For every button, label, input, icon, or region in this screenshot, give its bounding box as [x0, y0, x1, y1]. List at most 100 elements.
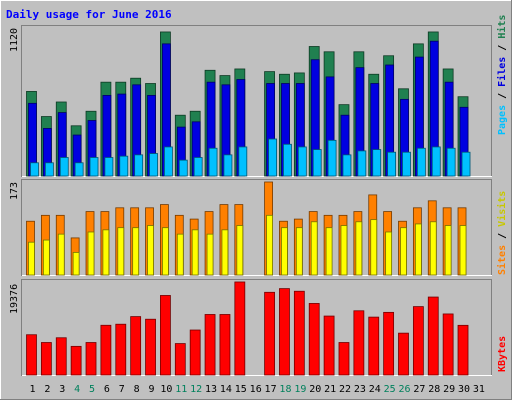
bar-sites-day-22: [340, 225, 348, 276]
bar-kbytes-day-14: [219, 314, 231, 376]
bar-kbytes-day-8: [130, 316, 142, 376]
bar-kbytes-day-27: [412, 306, 424, 376]
bar-pages-day-26: [402, 151, 411, 177]
day-label-6: 6: [104, 384, 110, 395]
legend-hits-files-pages: Pages / Files / Hits: [496, 15, 508, 135]
bar-pages-day-19: [297, 146, 307, 177]
bar-kbytes-day-6: [100, 324, 112, 376]
bar-sites-day-15: [236, 225, 244, 276]
day-label-15: 15: [235, 384, 247, 395]
bar-sites-day-12: [191, 229, 199, 276]
legend-sep-2: /: [497, 39, 508, 57]
day-label-16: 16: [250, 384, 262, 395]
bar-pages-day-25: [387, 151, 397, 177]
bar-kbytes-day-4: [70, 345, 82, 376]
bar-sites-day-7: [117, 227, 125, 276]
day-label-31: 31: [473, 384, 485, 395]
bar-pages-day-11: [178, 159, 188, 177]
day-label-17: 17: [265, 384, 277, 395]
bar-pages-day-10: [164, 146, 173, 177]
day-label-9: 9: [149, 384, 155, 395]
bar-kbytes-day-18: [279, 288, 290, 376]
legend-pages: Pages: [497, 105, 508, 135]
bar-sites-day-10: [162, 227, 169, 276]
bar-sites-day-20: [310, 221, 318, 276]
bar-kbytes-day-15: [234, 281, 246, 376]
bar-pages-day-1: [30, 162, 39, 177]
day-label-25: 25: [384, 384, 396, 395]
panel-frames: [21, 25, 492, 376]
bar-kbytes-day-11: [174, 343, 186, 376]
day-label-23: 23: [354, 384, 366, 395]
legend-hits: Hits: [496, 15, 508, 39]
bar-pages-day-27: [416, 147, 426, 177]
bar-pages-day-14: [223, 154, 233, 177]
bar-kbytes-day-12: [189, 329, 201, 376]
bar-sites-day-14: [221, 229, 229, 276]
day-label-29: 29: [443, 384, 455, 395]
bar-sites-day-24: [370, 219, 378, 276]
bar-pages-day-17: [268, 138, 277, 177]
bar-pages-day-4: [74, 162, 84, 177]
bar-pages-day-28: [431, 146, 441, 177]
bar-kbytes-day-17: [264, 291, 275, 376]
bar-sites-day-21: [325, 227, 333, 276]
day-label-5: 5: [89, 384, 95, 395]
legend-sites-visits: Sites / Visits: [496, 191, 508, 275]
legend-sep-3: /: [497, 227, 508, 245]
day-label-13: 13: [205, 384, 217, 395]
bar-pages-day-8: [134, 154, 144, 177]
bars-layer: [26, 31, 471, 376]
bar-kbytes-day-29: [442, 313, 454, 376]
bar-pages-day-21: [327, 139, 337, 177]
bar-pages-day-23: [357, 150, 367, 177]
day-label-8: 8: [134, 384, 140, 395]
bar-kbytes-day-28: [427, 296, 439, 376]
bar-kbytes-day-10: [160, 295, 171, 376]
bar-pages-day-15: [238, 146, 248, 177]
bar-kbytes-day-20: [308, 303, 320, 376]
bar-kbytes-day-25: [383, 311, 395, 376]
day-label-10: 10: [160, 384, 172, 395]
bar-pages-day-18: [283, 143, 292, 177]
bar-pages-day-5: [89, 157, 99, 177]
bar-kbytes-day-30: [457, 324, 469, 376]
day-label-27: 27: [413, 384, 425, 395]
day-label-26: 26: [398, 384, 410, 395]
kbytes-max-label: 19376: [9, 284, 20, 314]
day-label-4: 4: [74, 384, 80, 395]
bar-kbytes-day-24: [368, 316, 380, 376]
bar-sites-day-19: [295, 227, 303, 276]
bar-sites-day-13: [206, 233, 214, 276]
bar-sites-day-6: [102, 229, 110, 276]
day-label-7: 7: [119, 384, 125, 395]
bar-sites-day-27: [414, 223, 422, 276]
day-label-14: 14: [220, 384, 232, 395]
day-label-12: 12: [190, 384, 202, 395]
day-label-11: 11: [175, 384, 187, 395]
bar-pages-day-12: [193, 157, 203, 177]
legend-sep-1: /: [497, 87, 508, 105]
bar-pages-day-20: [312, 149, 322, 177]
bar-sites-day-4: [72, 252, 80, 276]
bar-sites-day-3: [57, 233, 65, 276]
bar-sites-day-18: [281, 227, 288, 276]
bar-sites-day-30: [459, 225, 467, 276]
day-label-21: 21: [324, 384, 336, 395]
bar-kbytes-day-9: [145, 318, 156, 376]
bar-pages-day-9: [149, 153, 158, 177]
day-label-1: 1: [29, 384, 35, 395]
day-label-2: 2: [44, 384, 50, 395]
bar-pages-day-6: [104, 157, 114, 177]
bar-kbytes-day-21: [323, 315, 335, 376]
bar-kbytes-day-5: [85, 342, 97, 376]
legend-kbytes: KBytes: [497, 336, 508, 372]
day-label-20: 20: [309, 384, 321, 395]
bar-kbytes-day-3: [55, 337, 67, 376]
bar-kbytes-day-26: [398, 332, 409, 376]
bar-kbytes-day-13: [204, 314, 216, 376]
bar-pages-day-29: [446, 147, 456, 177]
bar-kbytes-day-7: [115, 323, 127, 376]
